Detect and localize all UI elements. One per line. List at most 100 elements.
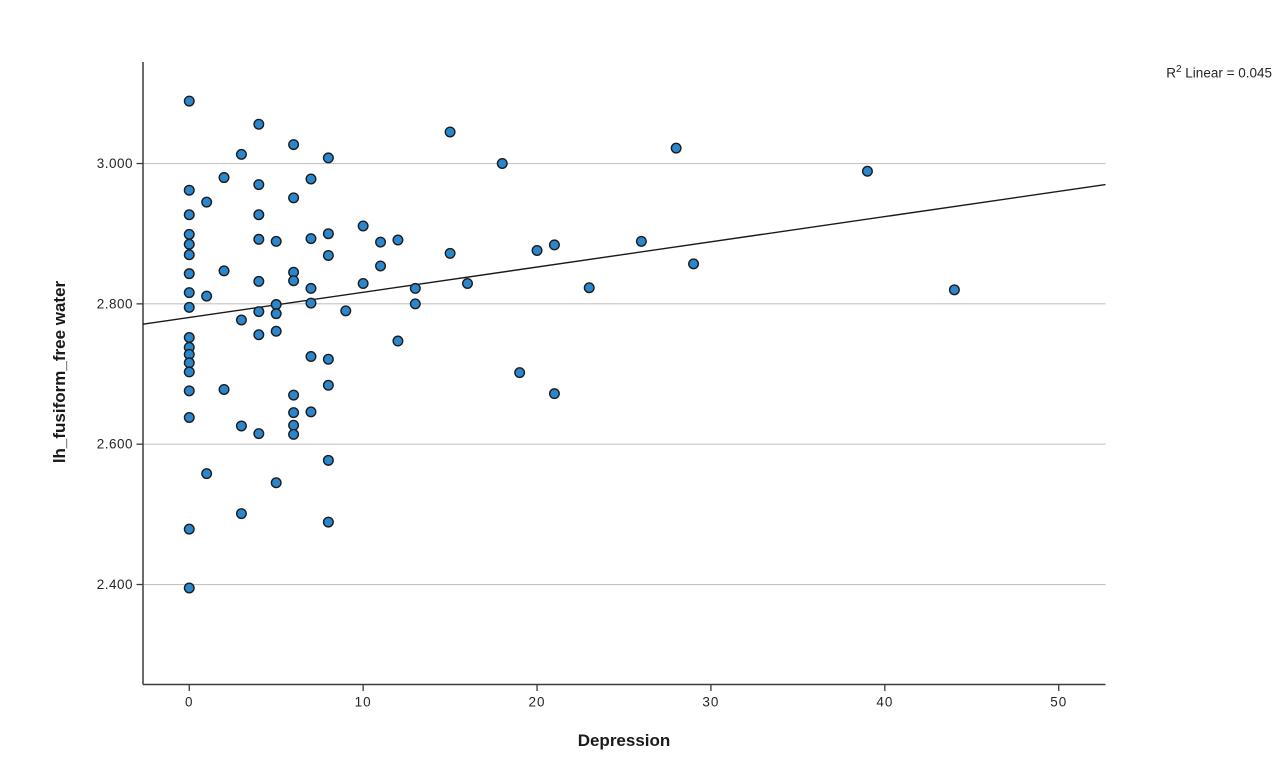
y-tick-label: 2.600 xyxy=(97,437,133,452)
data-point xyxy=(183,332,195,344)
data-point xyxy=(288,275,300,287)
data-point xyxy=(253,428,265,440)
data-point xyxy=(322,454,334,466)
data-point xyxy=(340,305,352,317)
data-point xyxy=(183,523,195,535)
r-squared-value: Linear = 0.045 xyxy=(1181,65,1272,81)
data-point xyxy=(201,196,213,208)
data-point xyxy=(253,275,265,287)
data-point xyxy=(496,158,508,170)
data-point xyxy=(270,477,282,489)
data-point xyxy=(409,282,421,294)
data-point xyxy=(183,366,195,378)
data-point xyxy=(235,508,247,520)
y-tick-label: 2.800 xyxy=(97,296,133,311)
data-point xyxy=(288,419,300,431)
data-point xyxy=(253,118,265,130)
data-point xyxy=(444,126,456,138)
data-point xyxy=(305,282,317,294)
data-point xyxy=(218,172,230,184)
data-point xyxy=(375,260,387,272)
data-point xyxy=(305,297,317,309)
data-point xyxy=(548,388,560,400)
data-point xyxy=(183,184,195,196)
data-point xyxy=(375,236,387,248)
y-axis-title: lh_fusiform_free water xyxy=(50,280,69,464)
data-point xyxy=(635,235,647,247)
data-point xyxy=(253,329,265,341)
data-point xyxy=(253,306,265,318)
data-point xyxy=(305,173,317,185)
data-point xyxy=(201,290,213,302)
data-point xyxy=(270,325,282,337)
data-point xyxy=(583,282,595,294)
data-point xyxy=(288,428,300,440)
x-tick-label: 40 xyxy=(876,695,893,710)
x-tick-label: 10 xyxy=(355,695,372,710)
data-point xyxy=(409,298,421,310)
data-point xyxy=(322,249,334,261)
data-point xyxy=(948,284,960,296)
data-point xyxy=(253,179,265,191)
data-point xyxy=(357,278,369,290)
data-point xyxy=(270,299,282,311)
y-tick-label: 2.400 xyxy=(97,577,133,592)
data-point xyxy=(183,268,195,280)
data-point xyxy=(392,234,404,246)
data-point xyxy=(288,192,300,204)
data-point xyxy=(322,379,334,391)
r-squared-annotation: R2 Linear = 0.045 xyxy=(1166,64,1272,81)
data-point xyxy=(183,249,195,261)
data-point xyxy=(183,287,195,299)
data-point xyxy=(322,228,334,240)
data-point xyxy=(305,406,317,418)
data-point xyxy=(461,278,473,290)
x-tick-label: 50 xyxy=(1050,695,1067,710)
data-point xyxy=(322,516,334,528)
data-point xyxy=(444,247,456,259)
data-point xyxy=(183,582,195,594)
x-axis-title: Depression xyxy=(577,731,671,750)
data-point xyxy=(183,228,195,240)
data-point xyxy=(253,233,265,245)
data-point xyxy=(235,420,247,432)
data-point xyxy=(235,314,247,326)
data-point xyxy=(270,235,282,247)
data-point xyxy=(688,258,700,270)
data-point xyxy=(861,165,873,177)
y-tick-label: 3.000 xyxy=(97,156,133,171)
data-point xyxy=(514,367,526,379)
data-point xyxy=(322,353,334,365)
data-point xyxy=(218,265,230,277)
data-point xyxy=(548,239,560,251)
x-tick-label: 20 xyxy=(529,695,546,710)
data-point xyxy=(392,335,404,347)
data-point xyxy=(183,95,195,107)
data-point xyxy=(288,139,300,151)
r-squared-symbol: R xyxy=(1166,65,1176,81)
data-point xyxy=(322,152,334,164)
data-point xyxy=(531,245,543,257)
data-point xyxy=(183,238,195,250)
data-point xyxy=(253,209,265,221)
data-point xyxy=(183,301,195,313)
data-point xyxy=(183,412,195,424)
data-point xyxy=(357,220,369,232)
data-point xyxy=(183,357,195,369)
x-tick-label: 30 xyxy=(702,695,719,710)
r-squared-exponent: 2 xyxy=(1175,64,1182,75)
data-point xyxy=(201,468,213,480)
data-point xyxy=(305,350,317,362)
regression-line xyxy=(142,183,1106,325)
data-point xyxy=(218,383,230,395)
data-point xyxy=(288,407,300,419)
data-point xyxy=(270,308,282,320)
data-point xyxy=(183,209,195,221)
data-point xyxy=(288,389,300,401)
x-tick-label: 0 xyxy=(185,695,194,710)
data-point xyxy=(670,142,682,154)
data-point xyxy=(305,233,317,245)
data-point xyxy=(183,385,195,397)
